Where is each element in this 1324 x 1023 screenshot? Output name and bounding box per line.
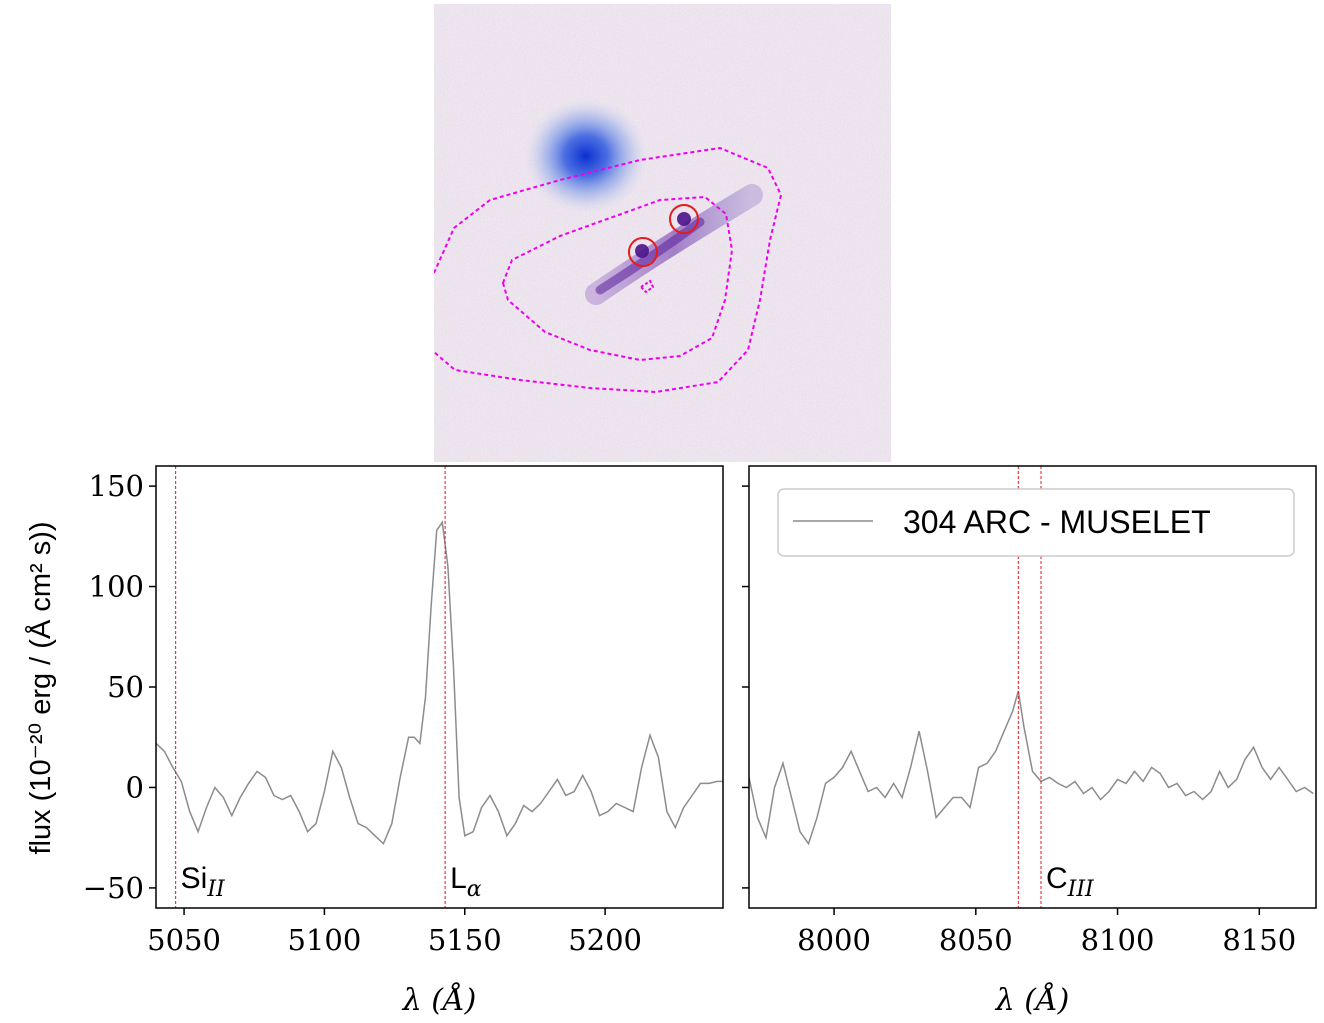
legend-entry: 304 ARC - MUSELET <box>903 504 1211 540</box>
x-tick-label-left-2: 5150 <box>428 923 502 957</box>
spectrum-panel-right: CIII 8000 8050 8100 8150 λ (Å) <box>742 465 1317 1018</box>
line-label-right-1: CIII <box>1046 862 1095 902</box>
x-tick-label-right-1: 8050 <box>939 923 1013 957</box>
y-tick-label-0: −50 <box>83 871 144 905</box>
x-tick-label-right-0: 8000 <box>797 923 871 957</box>
legend: 304 ARC - MUSELET <box>777 488 1295 557</box>
spectrum-line-left <box>156 520 723 845</box>
legend-box <box>777 488 1295 557</box>
x-tick-label-right-3: 8150 <box>1222 923 1296 957</box>
spectrum-line-right <box>749 690 1314 846</box>
y-tick-label-4: 150 <box>89 469 144 503</box>
inner-contour <box>501 195 734 362</box>
x-axis-label-left: λ (Å) <box>402 982 477 1018</box>
x-tick-label-left-0: 5050 <box>147 923 221 957</box>
axes-frame-left <box>155 465 724 909</box>
line-label-left-1: Lα <box>450 862 482 902</box>
x-tick-label-left-1: 5100 <box>288 923 362 957</box>
x-tick-label-left-3: 5200 <box>568 923 642 957</box>
spectrum-panel-left: SiII Lα 5050 5100 5150 5200 −50 0 50 100 150 λ (Å) <box>83 465 724 1018</box>
aperture-circle-2 <box>669 204 699 234</box>
y-tick-label-1: 0 <box>126 770 144 804</box>
small-contour <box>639 279 655 294</box>
lensed-arc <box>585 184 763 305</box>
outer-contour <box>434 146 783 394</box>
x-tick-label-right-2: 8100 <box>1081 923 1155 957</box>
y-tick-label-3: 100 <box>89 570 144 604</box>
y-axis-label: flux (10⁻²⁰ erg / (Å cm² s)) <box>24 521 57 854</box>
foreground-galaxy <box>524 98 648 214</box>
aperture-circle-1 <box>628 237 658 267</box>
x-axis-label-right: λ (Å) <box>995 982 1070 1018</box>
image-noise <box>434 4 891 462</box>
y-tick-label-2: 50 <box>107 670 144 704</box>
arc-image-cutout <box>434 4 891 462</box>
line-label-left-0: SiII <box>181 862 226 902</box>
